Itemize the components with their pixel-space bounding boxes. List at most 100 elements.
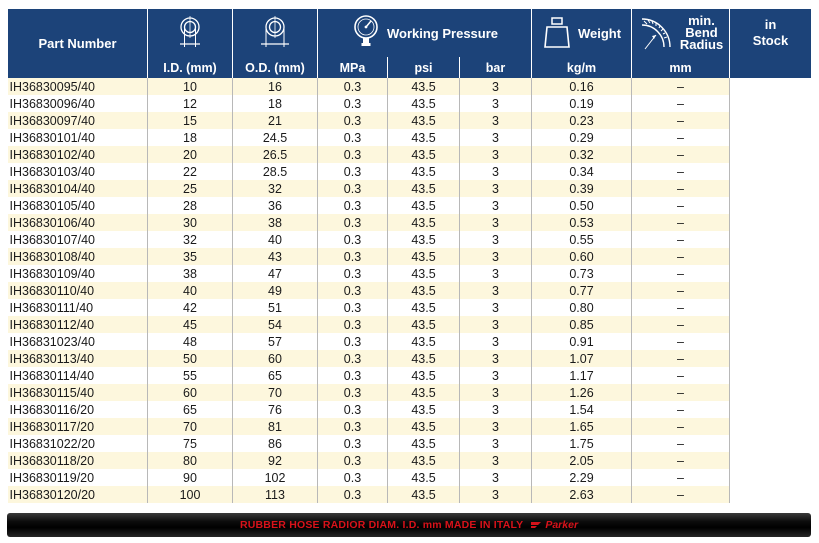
- inner-diameter-cell: 22: [147, 163, 233, 180]
- weight-label: Weight: [577, 25, 622, 41]
- outer-diameter-cell: 21: [232, 112, 318, 129]
- pressure-mpa-cell: 0.3: [317, 486, 388, 503]
- table-row: IH36830112/40 45 54 0.3 43.5 3 0.85–: [7, 316, 812, 333]
- pressure-psi-cell: 43.5: [387, 95, 460, 112]
- table-row: IH36830101/40 18 24.5 0.3 43.5 3 0.29–: [7, 129, 812, 146]
- pressure-mpa-cell: 0.3: [317, 112, 388, 129]
- pressure-mpa-cell: 0.3: [317, 401, 388, 418]
- in-stock-cell: [729, 129, 812, 146]
- weight-cell: 0.19: [531, 95, 632, 112]
- inner-diameter-cell: 55: [147, 367, 233, 384]
- table-row: IH36830118/20 80 92 0.3 43.5 3 2.05–: [7, 452, 812, 469]
- part-number-cell: IH36830111/40: [7, 299, 148, 316]
- inner-diameter-cell: 25: [147, 180, 233, 197]
- part-number-cell: IH36830110/40: [7, 282, 148, 299]
- pressure-psi-cell: 43.5: [387, 384, 460, 401]
- pressure-mpa-cell: 0.3: [317, 469, 388, 486]
- inner-diameter-cell: 100: [147, 486, 233, 503]
- weight-cell: 0.32: [531, 146, 632, 163]
- pressure-bar-cell: 3: [459, 316, 532, 333]
- table-row: IH36830095/40 10 16 0.3 43.5 3 0.16–: [7, 78, 812, 95]
- pressure-mpa-cell: 0.3: [317, 367, 388, 384]
- header-part-number: Part Number: [7, 9, 148, 78]
- pressure-mpa-cell: 0.3: [317, 418, 388, 435]
- pressure-bar-cell: 3: [459, 112, 532, 129]
- inner-diameter-cell: 10: [147, 78, 233, 95]
- pressure-bar-cell: 3: [459, 163, 532, 180]
- part-number-cell: IH36830116/20: [7, 401, 148, 418]
- pressure-psi-cell: 43.5: [387, 435, 460, 452]
- weight-cell: 2.63: [531, 486, 632, 503]
- outer-diameter-icon: [261, 16, 289, 47]
- header-mm: mm: [631, 57, 730, 78]
- inner-diameter-cell: 60: [147, 384, 233, 401]
- pressure-mpa-cell: 0.3: [317, 384, 388, 401]
- pressure-mpa-cell: 0.3: [317, 350, 388, 367]
- weight-cell: 0.39: [531, 180, 632, 197]
- bend-radius-cell: –: [631, 418, 730, 435]
- part-number-cell: IH36830119/20: [7, 469, 148, 486]
- hose-spec-table-wrap: Part Number: [7, 9, 812, 503]
- part-number-cell: IH36831023/40: [7, 333, 148, 350]
- brand-logo: Parker: [531, 519, 578, 531]
- weight-cell: 0.16: [531, 78, 632, 95]
- weight-cell: 0.60: [531, 248, 632, 265]
- weight-cell: 0.77: [531, 282, 632, 299]
- part-number-cell: IH36830112/40: [7, 316, 148, 333]
- outer-diameter-cell: 81: [232, 418, 318, 435]
- pressure-bar-cell: 3: [459, 367, 532, 384]
- inner-diameter-cell: 18: [147, 129, 233, 146]
- table-row: IH36830097/40 15 21 0.3 43.5 3 0.23–: [7, 112, 812, 129]
- part-number-cell: IH36830108/40: [7, 248, 148, 265]
- header-od-unit: O.D. (mm): [232, 57, 318, 78]
- pressure-gauge-icon: [354, 15, 378, 46]
- header-psi: psi: [387, 57, 460, 78]
- in-stock-cell: [729, 95, 812, 112]
- in-stock-cell: [729, 78, 812, 95]
- pressure-psi-cell: 43.5: [387, 78, 460, 95]
- working-pressure-label: Working Pressure: [386, 25, 499, 41]
- part-number-cell: IH36830104/40: [7, 180, 148, 197]
- weight-cell: 1.65: [531, 418, 632, 435]
- weight-cell: 1.75: [531, 435, 632, 452]
- pressure-bar-cell: 3: [459, 452, 532, 469]
- outer-diameter-cell: 24.5: [232, 129, 318, 146]
- bend-radius-cell: –: [631, 401, 730, 418]
- in-stock-cell: [729, 299, 812, 316]
- in-stock-cell: [729, 265, 812, 282]
- bend-radius-cell: –: [631, 350, 730, 367]
- pressure-bar-cell: 3: [459, 78, 532, 95]
- table-row: IH36830114/40 55 65 0.3 43.5 3 1.17–: [7, 367, 812, 384]
- outer-diameter-cell: 26.5: [232, 146, 318, 163]
- bend-label-line2: Bend: [685, 25, 718, 40]
- header-id-icon-cell: [147, 9, 233, 57]
- pressure-bar-cell: 3: [459, 180, 532, 197]
- table-row: IH36831022/20 75 86 0.3 43.5 3 1.75–: [7, 435, 812, 452]
- pressure-bar-cell: 3: [459, 384, 532, 401]
- bend-radius-cell: –: [631, 231, 730, 248]
- in-stock-cell: [729, 486, 812, 503]
- pressure-psi-cell: 43.5: [387, 418, 460, 435]
- outer-diameter-cell: 16: [232, 78, 318, 95]
- table-row: IH36830110/40 40 49 0.3 43.5 3 0.77–: [7, 282, 812, 299]
- part-number-cell: IH36830120/20: [7, 486, 148, 503]
- pressure-psi-cell: 43.5: [387, 401, 460, 418]
- in-stock-cell: [729, 163, 812, 180]
- pressure-psi-cell: 43.5: [387, 367, 460, 384]
- bend-radius-icon: [641, 18, 671, 50]
- table-row: IH36830106/40 30 38 0.3 43.5 3 0.53–: [7, 214, 812, 231]
- bend-radius-cell: –: [631, 316, 730, 333]
- inner-diameter-cell: 12: [147, 95, 233, 112]
- inner-diameter-cell: 32: [147, 231, 233, 248]
- part-number-cell: IH36830117/20: [7, 418, 148, 435]
- outer-diameter-cell: 86: [232, 435, 318, 452]
- pressure-mpa-cell: 0.3: [317, 180, 388, 197]
- header-bar: bar: [459, 57, 532, 78]
- part-number-cell: IH36830096/40: [7, 95, 148, 112]
- outer-diameter-cell: 65: [232, 367, 318, 384]
- bend-radius-cell: –: [631, 197, 730, 214]
- pressure-bar-cell: 3: [459, 282, 532, 299]
- pressure-psi-cell: 43.5: [387, 282, 460, 299]
- pressure-psi-cell: 43.5: [387, 333, 460, 350]
- pressure-bar-cell: 3: [459, 350, 532, 367]
